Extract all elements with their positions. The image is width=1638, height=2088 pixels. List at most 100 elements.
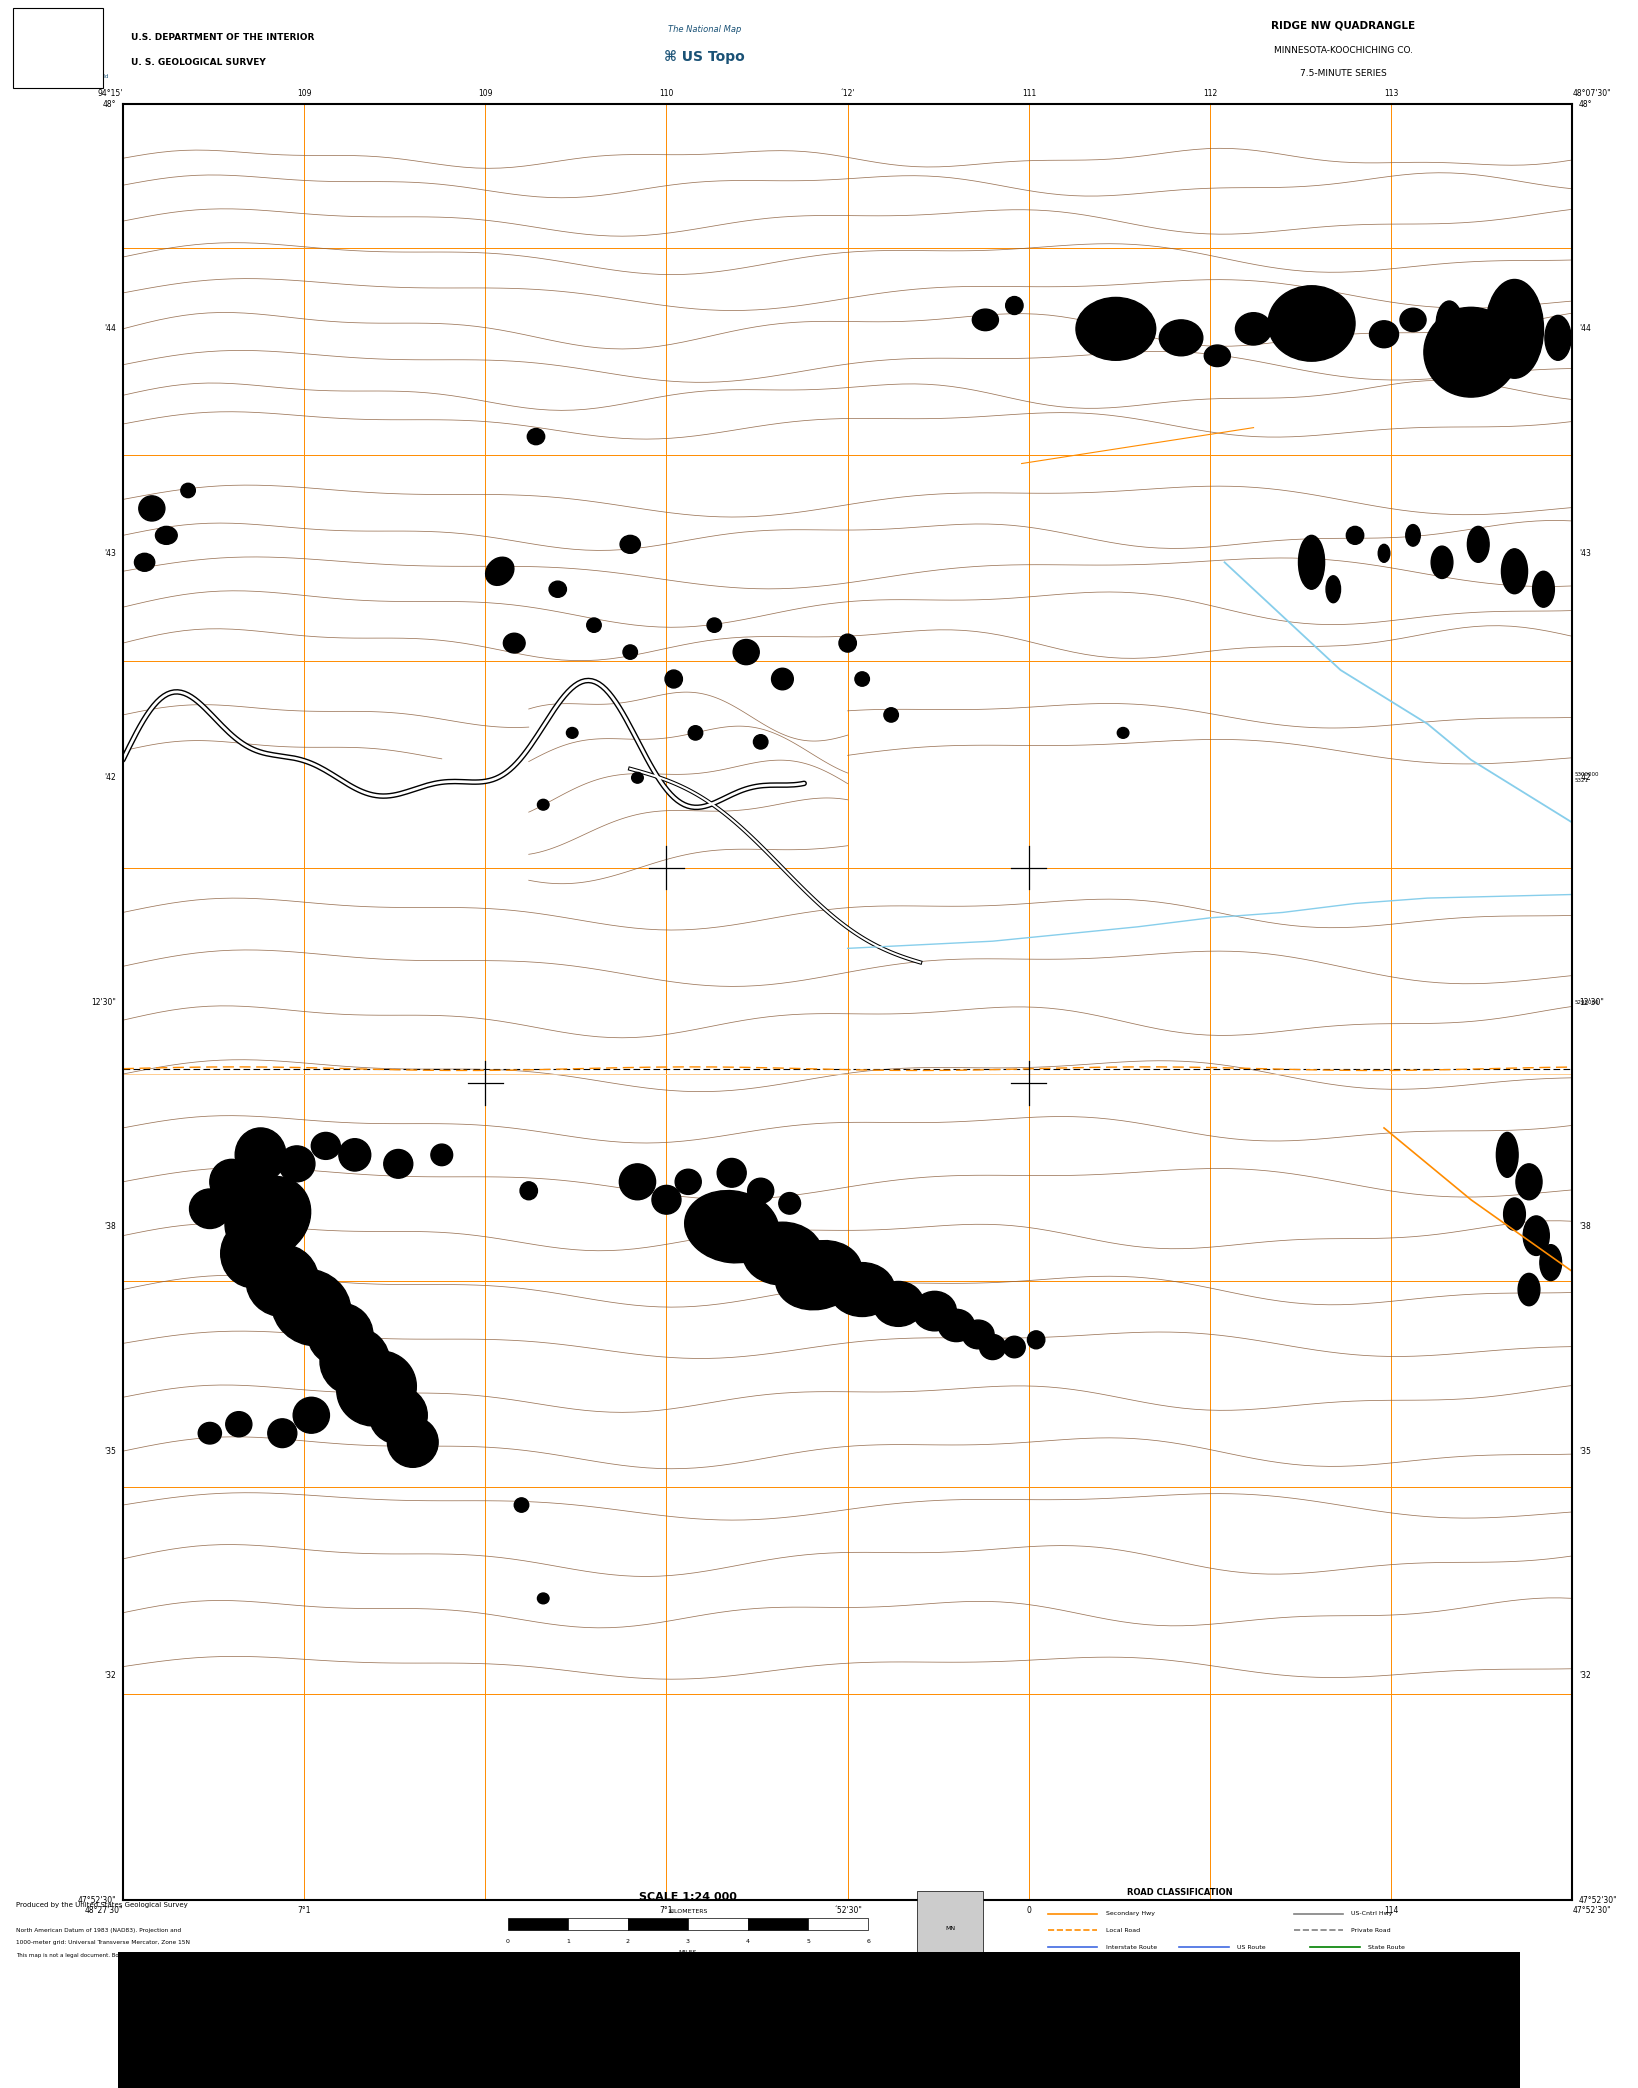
Text: State Route: State Route [1368, 1944, 1405, 1950]
Ellipse shape [431, 1144, 452, 1165]
Text: U. S. GEOLOGICAL SURVEY: U. S. GEOLOGICAL SURVEY [131, 58, 265, 67]
Ellipse shape [1432, 547, 1453, 578]
Ellipse shape [717, 1159, 747, 1188]
Ellipse shape [269, 1420, 296, 1447]
Ellipse shape [383, 1150, 413, 1178]
Text: '42: '42 [1579, 773, 1590, 783]
Ellipse shape [1076, 296, 1156, 361]
Text: 4: 4 [745, 1938, 750, 1944]
Ellipse shape [139, 495, 165, 522]
Ellipse shape [339, 1138, 370, 1171]
Bar [688, 1959, 749, 1971]
Ellipse shape [319, 1328, 390, 1395]
Text: '44: '44 [1579, 324, 1590, 334]
Ellipse shape [246, 1244, 318, 1318]
Ellipse shape [1486, 280, 1543, 378]
Ellipse shape [839, 635, 857, 651]
Bar [917, 1892, 983, 1963]
Ellipse shape [734, 639, 760, 664]
Text: US-Cntrl Hwy: US-Cntrl Hwy [1351, 1911, 1392, 1917]
Text: 114: 114 [1384, 1906, 1399, 1915]
Text: MN: MN [945, 1925, 955, 1931]
Bar [508, 1959, 568, 1971]
Ellipse shape [1004, 1336, 1025, 1357]
Ellipse shape [1299, 535, 1325, 589]
Ellipse shape [1006, 296, 1024, 315]
Ellipse shape [621, 535, 640, 553]
Text: 12'30": 12'30" [92, 998, 116, 1006]
Text: 109: 109 [296, 90, 311, 98]
Text: SCALE 1:24 000: SCALE 1:24 000 [639, 1892, 737, 1902]
Ellipse shape [278, 1146, 314, 1182]
Ellipse shape [1545, 315, 1571, 361]
Text: 7°1: 7°1 [298, 1906, 311, 1915]
Text: 5300000
5321: 5300000 5321 [1574, 773, 1599, 783]
Bar [749, 1959, 808, 1971]
Text: science for a changing world: science for a changing world [29, 75, 108, 79]
Bar [568, 1959, 627, 1971]
Ellipse shape [156, 526, 177, 545]
Text: 3: 3 [686, 1938, 690, 1944]
Text: Private Road: Private Road [1351, 1927, 1391, 1933]
Text: North American Datum of 1983 (NAD83). Projection and: North American Datum of 1983 (NAD83). Pr… [16, 1927, 182, 1933]
Text: 1: 1 [565, 1938, 570, 1944]
Text: 110: 110 [658, 90, 673, 98]
Ellipse shape [134, 553, 154, 572]
Text: ⌘ US Topo: ⌘ US Topo [663, 50, 745, 65]
Text: 48°: 48° [103, 100, 116, 109]
Ellipse shape [503, 633, 526, 654]
Text: '44: '44 [105, 324, 116, 334]
Text: US Route: US Route [1237, 1944, 1265, 1950]
Text: 48°: 48° [1579, 100, 1592, 109]
Text: 109: 109 [478, 90, 493, 98]
Ellipse shape [210, 1159, 254, 1205]
Ellipse shape [980, 1334, 1006, 1359]
Ellipse shape [226, 1411, 252, 1437]
Ellipse shape [688, 727, 703, 739]
Text: The National Map: The National Map [668, 25, 740, 33]
Ellipse shape [1369, 322, 1399, 349]
Text: 113: 113 [1384, 90, 1399, 98]
Ellipse shape [1423, 307, 1518, 397]
Ellipse shape [708, 618, 722, 633]
Text: 7°1: 7°1 [660, 1906, 673, 1915]
Text: 47°52'30": 47°52'30" [1579, 1896, 1618, 1904]
Ellipse shape [1502, 549, 1528, 593]
Ellipse shape [622, 645, 637, 660]
Ellipse shape [742, 1221, 822, 1284]
Ellipse shape [1497, 1132, 1518, 1178]
Ellipse shape [527, 428, 545, 445]
Ellipse shape [1518, 1274, 1540, 1305]
Ellipse shape [1405, 524, 1420, 547]
Ellipse shape [829, 1263, 894, 1318]
Text: Secondary Hwy: Secondary Hwy [1106, 1911, 1155, 1917]
Ellipse shape [1437, 301, 1463, 347]
Ellipse shape [514, 1497, 529, 1512]
Ellipse shape [973, 309, 999, 330]
Ellipse shape [619, 1163, 655, 1201]
Text: This map is not a legal document. Boundaries may be generalized.: This map is not a legal document. Bounda… [16, 1952, 201, 1959]
Ellipse shape [293, 1397, 329, 1432]
Text: '32: '32 [1579, 1670, 1590, 1681]
Ellipse shape [236, 1128, 287, 1182]
Text: 48°07'30": 48°07'30" [1572, 90, 1612, 98]
Ellipse shape [567, 727, 578, 739]
Text: MINNESOTA-KOOCHICHING CO.: MINNESOTA-KOOCHICHING CO. [1274, 46, 1412, 54]
Text: 47°52'30": 47°52'30" [77, 1896, 116, 1904]
Ellipse shape [1523, 1215, 1550, 1255]
Text: '38: '38 [1579, 1221, 1590, 1232]
Ellipse shape [388, 1418, 437, 1468]
Ellipse shape [912, 1290, 957, 1330]
Ellipse shape [1235, 313, 1271, 345]
Text: 5: 5 [806, 1938, 811, 1944]
Ellipse shape [1400, 309, 1427, 332]
Text: Interstate Route: Interstate Route [1106, 1944, 1156, 1950]
Ellipse shape [1160, 319, 1202, 355]
Bar [688, 1917, 749, 1929]
Ellipse shape [855, 672, 870, 687]
Text: '35: '35 [1579, 1447, 1590, 1455]
Text: ≡USGS: ≡USGS [29, 33, 70, 44]
Ellipse shape [632, 773, 644, 783]
Bar [749, 1917, 808, 1929]
Text: ROAD CLASSIFICATION: ROAD CLASSIFICATION [1127, 1888, 1232, 1898]
